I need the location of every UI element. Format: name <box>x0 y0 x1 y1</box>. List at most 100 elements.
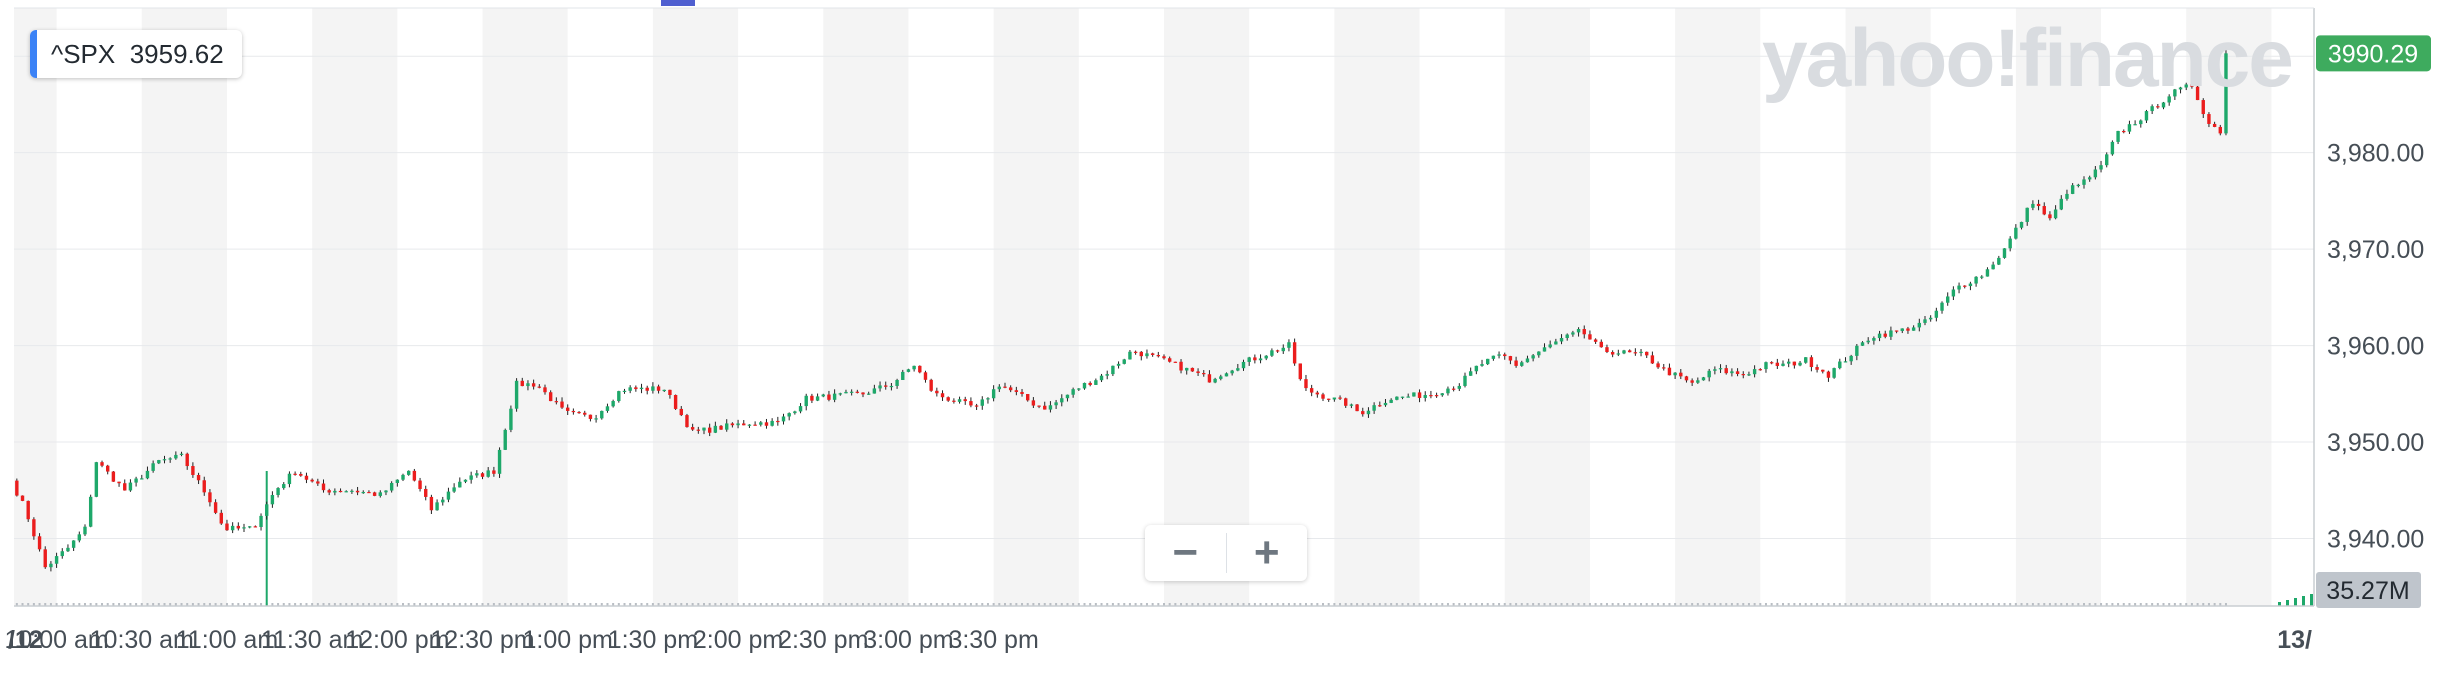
volume-bar <box>379 603 382 606</box>
candle <box>1037 405 1041 407</box>
volume-bar <box>1049 603 1052 606</box>
volume-bar <box>27 603 30 606</box>
candle <box>1054 402 1058 406</box>
candle <box>1588 334 1592 340</box>
volume-bar <box>799 603 802 606</box>
candle <box>20 495 25 501</box>
volume-bar <box>1475 603 1478 606</box>
candle <box>469 475 473 480</box>
volume-bar <box>2179 603 2182 606</box>
candle <box>1650 355 1655 364</box>
candle <box>1537 351 1541 356</box>
volume-bar <box>975 603 978 606</box>
candle <box>827 394 831 400</box>
volume-bar <box>1202 603 1205 606</box>
candle <box>1786 361 1791 364</box>
candle <box>1940 302 1944 311</box>
volume-bar <box>867 603 870 606</box>
volume-bar <box>816 603 819 606</box>
candle <box>759 422 763 425</box>
candle <box>1894 330 1899 332</box>
candle <box>1338 397 1342 399</box>
volume-bar <box>1889 603 1892 606</box>
volume-bar <box>1554 603 1557 606</box>
volume-bar <box>890 603 893 606</box>
volume-bar <box>737 603 740 606</box>
candle <box>566 407 570 411</box>
candle <box>168 458 172 460</box>
volume-bar <box>248 603 251 606</box>
volume-bar <box>1725 603 1728 606</box>
candle <box>299 473 303 476</box>
volume-bar <box>1072 603 1075 606</box>
candle <box>1020 391 1024 395</box>
candle <box>849 391 854 393</box>
candle <box>2207 114 2211 124</box>
volume-bar <box>1174 603 1177 606</box>
volume-bar <box>1083 603 1086 606</box>
candle <box>810 395 814 401</box>
candle <box>372 492 377 496</box>
candle <box>1804 357 1808 363</box>
volume-bar <box>1367 603 1370 606</box>
volume-bar <box>561 603 564 606</box>
candle <box>1616 353 1621 355</box>
candle <box>37 536 42 550</box>
volume-bar <box>1299 603 1302 606</box>
candle <box>94 462 99 497</box>
candle <box>554 401 559 403</box>
volume-bar <box>1929 603 1932 606</box>
x-tick-label: 10:30 am <box>90 626 194 654</box>
candle <box>1077 388 1081 390</box>
candle <box>435 502 439 511</box>
candle <box>804 395 808 407</box>
candle <box>458 481 462 488</box>
volume-bar <box>311 603 314 606</box>
candle <box>787 413 791 417</box>
volume-bar <box>907 603 910 606</box>
background-band <box>1675 8 1761 606</box>
candle <box>1003 386 1007 388</box>
volume-bar <box>1520 603 1523 606</box>
volume-bar <box>2031 603 2034 606</box>
candle <box>662 389 666 392</box>
volume-bar <box>1503 603 1506 606</box>
candle <box>2031 203 2035 208</box>
volume-bar <box>526 603 529 606</box>
candle <box>2218 126 2222 134</box>
candle <box>901 371 905 380</box>
candle <box>571 410 576 413</box>
candle <box>1264 355 1268 359</box>
volume-bar <box>1941 603 1944 606</box>
candle <box>2065 193 2069 199</box>
volume-bar <box>135 603 138 606</box>
candle <box>2116 130 2120 142</box>
candle <box>895 379 899 386</box>
volume-bar <box>1429 603 1432 606</box>
volume-bar <box>1702 603 1705 606</box>
volume-bar <box>413 603 416 606</box>
candle <box>1582 329 1586 335</box>
candle <box>1565 334 1569 339</box>
zoom-out-button[interactable]: − <box>1172 528 1199 577</box>
volume-bar <box>260 603 263 606</box>
volume-bar <box>140 603 143 606</box>
volume-bar <box>2278 602 2281 606</box>
volume-bar <box>595 603 598 606</box>
symbol-legend[interactable]: ^SPX 3959.62 <box>30 30 242 78</box>
candle <box>1735 371 1740 374</box>
volume-bar <box>612 603 615 606</box>
candle <box>776 420 780 423</box>
volume-bar <box>1867 603 1870 606</box>
zoom-in-button[interactable]: + <box>1253 528 1280 577</box>
candle <box>503 429 507 450</box>
candle <box>969 401 973 406</box>
candle <box>1514 360 1518 366</box>
candle <box>77 534 82 541</box>
background-band <box>1334 8 1420 606</box>
candle <box>668 389 672 396</box>
candle <box>781 416 786 422</box>
candle <box>1713 369 1717 371</box>
